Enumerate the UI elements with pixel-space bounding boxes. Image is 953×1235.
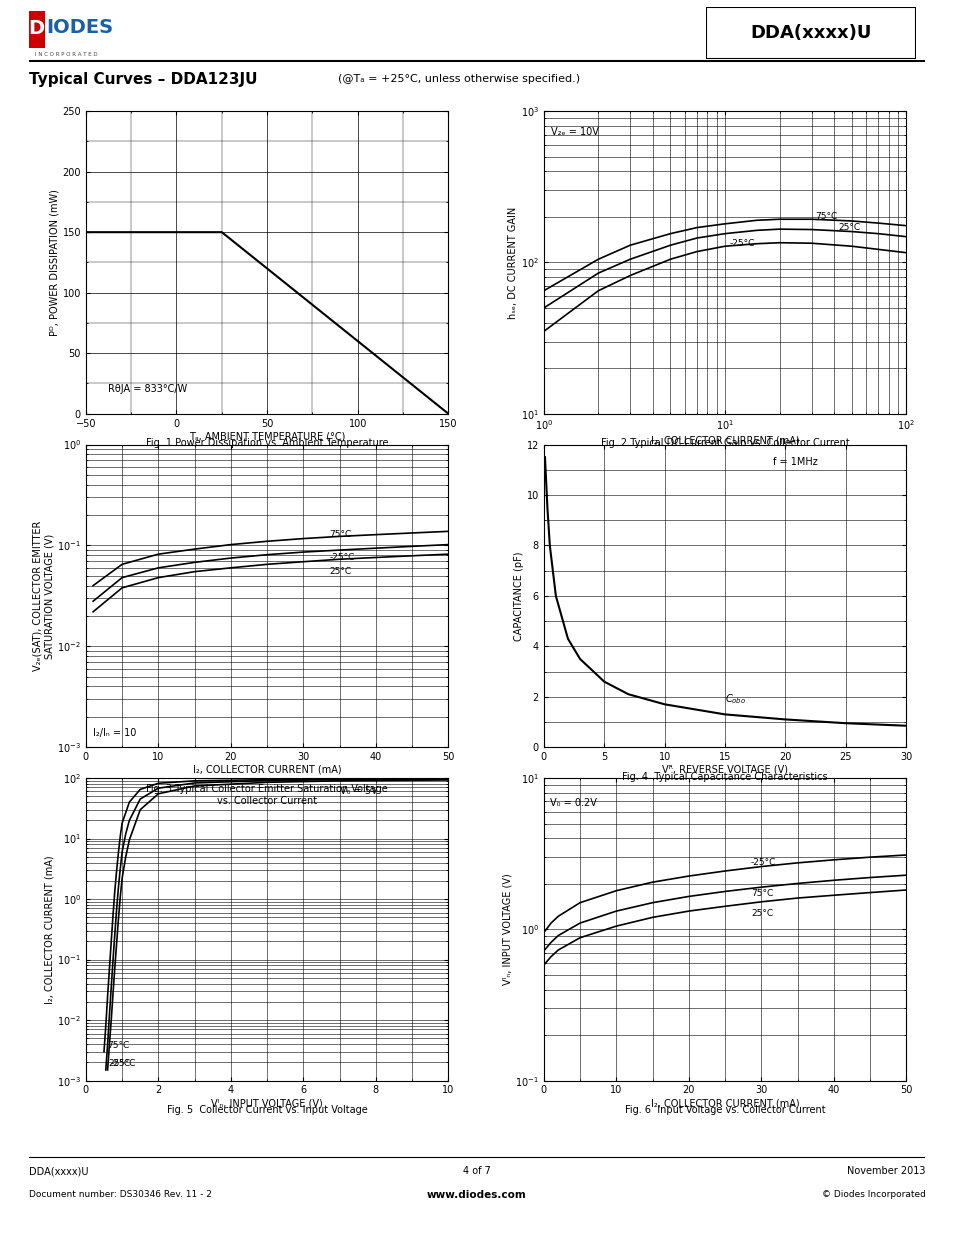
- Text: © Diodes Incorporated: © Diodes Incorporated: [821, 1191, 924, 1199]
- Text: www.diodes.com: www.diodes.com: [427, 1191, 526, 1200]
- Y-axis label: Vᴵₙ, INPUT VOLTAGE (V): Vᴵₙ, INPUT VOLTAGE (V): [502, 873, 512, 986]
- Text: -25°C: -25°C: [329, 553, 355, 562]
- Text: 75°C: 75°C: [750, 889, 772, 898]
- Text: I₂/Iₙ = 10: I₂/Iₙ = 10: [93, 727, 136, 737]
- Text: 25°C: 25°C: [109, 1058, 131, 1068]
- X-axis label: I₂, COLLECTOR CURRENT (mA): I₂, COLLECTOR CURRENT (mA): [650, 1098, 799, 1108]
- Text: D: D: [29, 19, 45, 37]
- X-axis label: I₂, COLLECTOR CURRENT (mA): I₂, COLLECTOR CURRENT (mA): [650, 435, 799, 445]
- Text: V₂ₑ = 10V: V₂ₑ = 10V: [551, 126, 598, 137]
- Y-axis label: V₂ₑ(SAT), COLLECTOR EMITTER
SATURATION VOLTAGE (V): V₂ₑ(SAT), COLLECTOR EMITTER SATURATION V…: [32, 521, 54, 671]
- Text: -25°C: -25°C: [111, 1058, 135, 1068]
- Text: 75°C: 75°C: [329, 531, 351, 540]
- Text: Fig. 2 Typical DC Current Gain vs. Collector Current: Fig. 2 Typical DC Current Gain vs. Colle…: [600, 438, 848, 448]
- Text: 25°C: 25°C: [838, 224, 860, 232]
- Text: -25°C: -25°C: [750, 858, 776, 867]
- X-axis label: Vᴵₙ, INPUT VOLTAGE (V): Vᴵₙ, INPUT VOLTAGE (V): [211, 1098, 323, 1108]
- Y-axis label: hₛₑ, DC CURRENT GAIN: hₛₑ, DC CURRENT GAIN: [507, 206, 517, 319]
- Text: 25°C: 25°C: [750, 909, 772, 918]
- Text: IODES: IODES: [47, 17, 113, 37]
- Text: V₀ = 0.2V: V₀ = 0.2V: [549, 798, 596, 809]
- X-axis label: I₂, COLLECTOR CURRENT (mA): I₂, COLLECTOR CURRENT (mA): [193, 764, 341, 774]
- Text: 75°C: 75°C: [815, 211, 837, 221]
- Bar: [29, 11, 45, 48]
- Text: Fig. 6  Input Voltage vs. Collector Current: Fig. 6 Input Voltage vs. Collector Curre…: [624, 1105, 824, 1115]
- Text: Fig. 1 Power Dissipation vs. Ambient Temperature: Fig. 1 Power Dissipation vs. Ambient Tem…: [146, 438, 388, 448]
- Text: DDA(xxxx)U: DDA(xxxx)U: [749, 25, 871, 42]
- Text: Fig. 4  Typical Capacitance Characteristics: Fig. 4 Typical Capacitance Characteristi…: [621, 772, 827, 782]
- X-axis label: Vᴿ, REVERSE VOLTAGE (V): Vᴿ, REVERSE VOLTAGE (V): [661, 764, 787, 774]
- Text: 75°C: 75°C: [107, 1041, 129, 1050]
- Text: V₀ = 5V: V₀ = 5V: [339, 785, 377, 795]
- Text: Typical Curves – DDA123JU: Typical Curves – DDA123JU: [29, 72, 257, 86]
- Text: 4 of 7: 4 of 7: [462, 1166, 491, 1176]
- Text: 25°C: 25°C: [329, 567, 351, 576]
- Y-axis label: CAPACITANCE (pF): CAPACITANCE (pF): [514, 551, 523, 641]
- Y-axis label: Pᴰ, POWER DISSIPATION (mW): Pᴰ, POWER DISSIPATION (mW): [50, 189, 59, 336]
- Text: November 2013: November 2013: [846, 1166, 924, 1176]
- Y-axis label: I₂, COLLECTOR CURRENT (mA): I₂, COLLECTOR CURRENT (mA): [44, 855, 54, 1004]
- Text: Document number: DS30346 Rev. 11 - 2: Document number: DS30346 Rev. 11 - 2: [29, 1191, 212, 1199]
- Text: -25°C: -25°C: [728, 240, 754, 248]
- Text: $C_{obo}$: $C_{obo}$: [724, 692, 745, 705]
- Text: DDA(xxxx)U: DDA(xxxx)U: [29, 1166, 88, 1176]
- Text: f = 1MHz: f = 1MHz: [773, 457, 818, 467]
- Text: RθJA = 833°C/W: RθJA = 833°C/W: [108, 384, 187, 394]
- Text: Fig. 5  Collector Current vs. Input Voltage: Fig. 5 Collector Current vs. Input Volta…: [167, 1105, 367, 1115]
- X-axis label: Tₐ, AMBIENT TEMPERATURE (°C): Tₐ, AMBIENT TEMPERATURE (°C): [189, 431, 345, 441]
- Text: (@Tₐ = +25°C, unless otherwise specified.): (@Tₐ = +25°C, unless otherwise specified…: [337, 74, 579, 84]
- Text: Fig. 3 Typical Collector Emitter Saturation Voltage
vs. Collector Current: Fig. 3 Typical Collector Emitter Saturat…: [146, 784, 388, 805]
- Text: I N C O R P O R A T E D: I N C O R P O R A T E D: [35, 52, 98, 57]
